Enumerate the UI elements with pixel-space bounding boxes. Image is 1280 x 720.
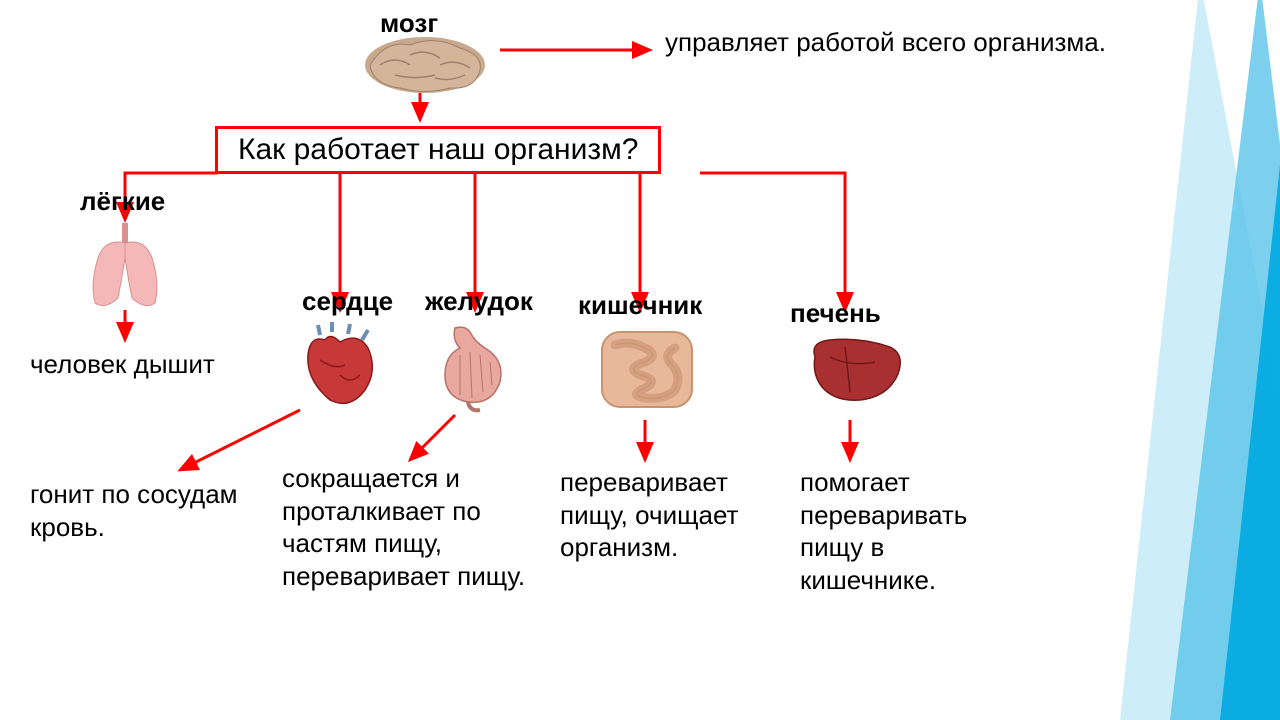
heart-desc-below: сокращается и проталкивает по частям пищ… (282, 462, 542, 592)
lungs-icon (70, 218, 180, 318)
stomach-icon (420, 320, 520, 425)
brain-icon (355, 30, 495, 105)
lungs-desc: человек дышит (30, 348, 215, 381)
brain-desc: управляет работой всего организма. (665, 26, 1106, 59)
heart-desc-left: гонит по сосудам кровь. (30, 478, 260, 543)
liver-label: печень (790, 298, 881, 329)
liver-desc: помогает переваривать пищу в кишечнике. (800, 466, 1020, 596)
intestine-icon (590, 320, 705, 425)
heart-icon (290, 320, 390, 420)
stomach-label: желудок (425, 286, 533, 317)
intestine-label: кишечник (578, 290, 702, 321)
decor-triangles (1040, 0, 1280, 720)
main-question-box: Как работает наш организм? (215, 126, 661, 174)
heart-label: сердце (302, 286, 393, 317)
liver-icon (800, 332, 910, 422)
intestine-desc: переваривает пищу, очищает организм. (560, 466, 780, 564)
lungs-label: лёгкие (80, 186, 165, 217)
